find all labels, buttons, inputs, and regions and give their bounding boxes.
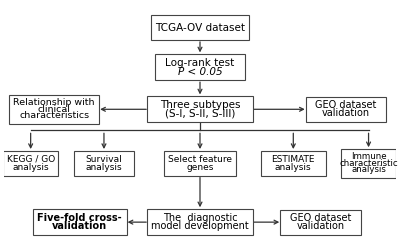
FancyBboxPatch shape bbox=[74, 151, 134, 176]
Text: GEO dataset: GEO dataset bbox=[290, 213, 351, 223]
Text: ESTIMATE: ESTIMATE bbox=[272, 155, 315, 164]
Text: Survival: Survival bbox=[86, 155, 122, 164]
Text: analysis: analysis bbox=[351, 165, 386, 174]
FancyBboxPatch shape bbox=[306, 97, 386, 122]
FancyBboxPatch shape bbox=[341, 149, 396, 178]
FancyBboxPatch shape bbox=[33, 209, 127, 235]
Text: Five-fold cross-: Five-fold cross- bbox=[37, 213, 122, 223]
Text: Immune: Immune bbox=[351, 152, 386, 161]
Text: analysis: analysis bbox=[86, 163, 122, 172]
Text: Log-rank test: Log-rank test bbox=[165, 58, 235, 68]
Text: validation: validation bbox=[322, 108, 370, 118]
Text: Three subtypes: Three subtypes bbox=[160, 100, 240, 110]
Text: validation: validation bbox=[52, 221, 107, 232]
Text: validation: validation bbox=[296, 221, 344, 231]
FancyBboxPatch shape bbox=[280, 209, 360, 235]
Text: model development: model development bbox=[151, 221, 249, 232]
Text: P < 0.05: P < 0.05 bbox=[178, 67, 222, 77]
Text: Select feature: Select feature bbox=[168, 155, 232, 164]
Text: clinical: clinical bbox=[38, 105, 71, 114]
Text: Relationship with: Relationship with bbox=[14, 98, 95, 108]
FancyBboxPatch shape bbox=[3, 151, 58, 176]
FancyBboxPatch shape bbox=[9, 95, 99, 124]
Text: (S-I, S-II, S-III): (S-I, S-II, S-III) bbox=[165, 109, 235, 119]
Text: analysis: analysis bbox=[12, 163, 49, 172]
Text: genes: genes bbox=[186, 163, 214, 172]
FancyBboxPatch shape bbox=[261, 151, 326, 176]
FancyBboxPatch shape bbox=[147, 96, 253, 122]
FancyBboxPatch shape bbox=[155, 54, 245, 80]
Text: GEO dataset: GEO dataset bbox=[315, 100, 376, 110]
Text: KEGG / GO: KEGG / GO bbox=[6, 155, 55, 164]
Text: characteristics: characteristics bbox=[19, 111, 89, 120]
Text: characteristic: characteristic bbox=[339, 159, 398, 168]
Text: The  diagnostic: The diagnostic bbox=[163, 213, 237, 223]
FancyBboxPatch shape bbox=[147, 209, 253, 235]
Text: analysis: analysis bbox=[275, 163, 312, 172]
FancyBboxPatch shape bbox=[151, 15, 249, 40]
FancyBboxPatch shape bbox=[164, 151, 236, 176]
Text: TCGA-OV dataset: TCGA-OV dataset bbox=[155, 23, 245, 33]
